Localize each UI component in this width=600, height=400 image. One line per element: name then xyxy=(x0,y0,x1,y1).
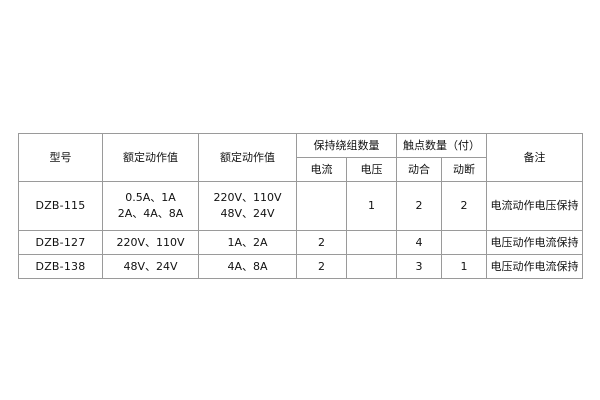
cell-hold-current: 2 xyxy=(296,254,347,279)
cell-model: DZB-127 xyxy=(18,230,103,255)
cell-remark: 电流动作电压保持 xyxy=(486,181,583,231)
cell-contact-nc: 2 xyxy=(441,181,487,231)
cell-rated-action-1-line-1: 0.5A、1A xyxy=(125,191,176,205)
spec-table-container: 型号 额定动作值 额定动作值 保持绕组数量 触点数量（付） 备注 电流 电压 动… xyxy=(18,133,583,279)
cell-rated-action-2-line-2: 48V、24V xyxy=(220,207,275,220)
header-hold-winding-count: 保持绕组数量 xyxy=(296,133,397,158)
cell-hold-current xyxy=(296,181,347,231)
cell-remark: 电压动作电流保持 xyxy=(486,230,583,255)
cell-hold-voltage xyxy=(346,254,397,279)
table-header-row-2: 电流 电压 动合 动断 xyxy=(19,157,583,182)
cell-hold-voltage xyxy=(346,230,397,255)
header-rated-action-1: 额定动作值 xyxy=(102,133,199,182)
specification-table: 型号 额定动作值 额定动作值 保持绕组数量 触点数量（付） 备注 电流 电压 动… xyxy=(18,133,583,279)
cell-contact-nc xyxy=(441,230,487,255)
cell-rated-action-1-line-2: 2A、4A、8A xyxy=(117,207,184,220)
cell-rated-action-1: 0.5A、1A 2A、4A、8A xyxy=(102,181,199,231)
cell-remark: 电压动作电流保持 xyxy=(486,254,583,279)
header-remark: 备注 xyxy=(486,133,583,182)
cell-contact-no: 4 xyxy=(396,230,442,255)
cell-rated-action-1: 48V、24V xyxy=(102,254,199,279)
header-rated-action-2: 额定动作值 xyxy=(198,133,297,182)
header-contact-count: 触点数量（付） xyxy=(396,133,487,158)
cell-rated-action-1: 220V、110V xyxy=(102,230,199,255)
header-hold-voltage: 电压 xyxy=(346,157,397,182)
cell-rated-action-2: 1A、2A xyxy=(198,230,297,255)
table-row: DZB-138 48V、24V 4A、8A 2 3 1 电压动作电流保持 xyxy=(18,254,583,279)
cell-rated-action-2-line-1: 220V、110V xyxy=(213,191,282,205)
cell-rated-action-2: 220V、110V 48V、24V xyxy=(198,181,297,231)
cell-rated-action-2: 4A、8A xyxy=(198,254,297,279)
cell-contact-nc: 1 xyxy=(441,254,487,279)
header-contact-no: 动合 xyxy=(396,157,442,182)
cell-model: DZB-138 xyxy=(18,254,103,279)
table-row: DZB-115 0.5A、1A 2A、4A、8A 220V、110V 48V、2… xyxy=(18,181,583,231)
header-model: 型号 xyxy=(18,133,103,182)
table-header-row-1: 型号 额定动作值 额定动作值 保持绕组数量 触点数量（付） 备注 xyxy=(18,133,583,182)
cell-model: DZB-115 xyxy=(18,181,103,231)
header-hold-current: 电流 xyxy=(296,157,347,182)
cell-contact-no: 2 xyxy=(396,181,442,231)
cell-hold-voltage: 1 xyxy=(346,181,397,231)
header-contact-nc: 动断 xyxy=(441,157,487,182)
cell-hold-current: 2 xyxy=(296,230,347,255)
cell-contact-no: 3 xyxy=(396,254,442,279)
table-row: DZB-127 220V、110V 1A、2A 2 4 电压动作电流保持 xyxy=(18,230,583,255)
